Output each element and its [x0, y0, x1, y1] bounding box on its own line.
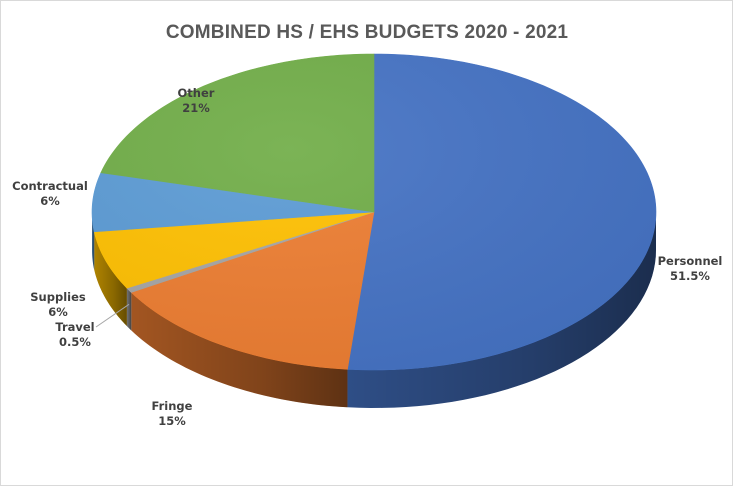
data-label-name: Personnel [658, 254, 723, 268]
data-label-value: 6% [48, 305, 68, 319]
data-label-name: Travel [55, 320, 94, 334]
pie-side-shade-contractual [92, 212, 95, 270]
data-label-value: 6% [40, 194, 60, 208]
data-label-fringe: Fringe 15% [152, 399, 193, 428]
data-label-name: Contractual [12, 179, 88, 193]
data-label-value: 51.5% [670, 269, 710, 283]
chart-title: COMBINED HS / EHS BUDGETS 2020 - 2021 [165, 22, 569, 43]
pie-side-shade-personnel [347, 212, 656, 408]
data-label-value: 0.5% [59, 335, 91, 349]
data-label-value: 21% [182, 101, 210, 115]
data-label-travel: Travel 0.5% [55, 320, 94, 349]
leader-line-travel [95, 303, 130, 328]
pie-side-shade-travel [126, 288, 132, 331]
pie-side-shade-fringe [131, 292, 348, 408]
data-label-name: Supplies [30, 290, 86, 304]
data-label-name: Other [178, 86, 215, 100]
data-label-supplies: Supplies 6% [30, 290, 86, 319]
data-label-personnel: Personnel 51.5% [658, 254, 723, 283]
data-label-contractual: Contractual 6% [12, 179, 88, 208]
data-label-other: Other 21% [178, 86, 215, 115]
pie-top-shading [92, 54, 656, 370]
data-label-name: Fringe [152, 399, 193, 413]
data-label-value: 15% [158, 414, 186, 428]
pie-side-shade-supplies [94, 231, 127, 327]
